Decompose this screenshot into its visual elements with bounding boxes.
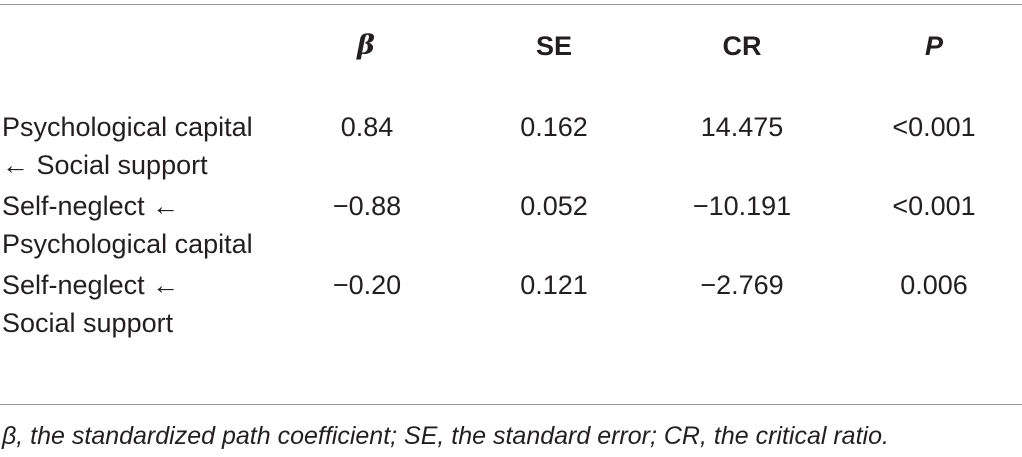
cell-beta: −0.20 xyxy=(332,270,402,300)
cell-cr: −10.191 xyxy=(692,191,792,221)
cell-se: 0.052 xyxy=(520,191,588,221)
cell-p: <0.001 xyxy=(892,112,976,142)
row-label-line1: Psychological capital xyxy=(2,112,253,142)
header-p: P xyxy=(924,31,944,61)
table-bottom-rule xyxy=(0,404,1022,405)
row-label-line1: Self-neglect ← xyxy=(2,270,180,300)
table-top-rule xyxy=(0,4,1022,5)
header-cr: CR xyxy=(722,31,762,61)
row-label-line2: Social support xyxy=(2,308,174,338)
row-label-line1: Self-neglect ← xyxy=(2,191,180,221)
header-se: SE xyxy=(535,31,573,61)
cell-se: 0.162 xyxy=(520,112,588,142)
row-label: Psychological capital ← Social support xyxy=(2,108,302,184)
row-label: Self-neglect ← Psychological capital xyxy=(2,187,302,263)
row-label: Self-neglect ← Social support xyxy=(2,266,302,342)
cell-se: 0.121 xyxy=(520,270,588,300)
cell-cr: 14.475 xyxy=(700,112,784,142)
cell-p: 0.006 xyxy=(900,270,968,300)
cell-cr: −2.769 xyxy=(700,270,784,300)
cell-beta: −0.88 xyxy=(332,191,402,221)
cell-beta: 0.84 xyxy=(340,112,394,142)
row-label-line2: Psychological capital xyxy=(2,229,253,259)
table-footnote: β, the standardized path coefficient; SE… xyxy=(2,422,889,450)
header-beta: β xyxy=(357,30,375,61)
cell-p: <0.001 xyxy=(892,191,976,221)
row-label-line2: ← Social support xyxy=(2,150,208,180)
